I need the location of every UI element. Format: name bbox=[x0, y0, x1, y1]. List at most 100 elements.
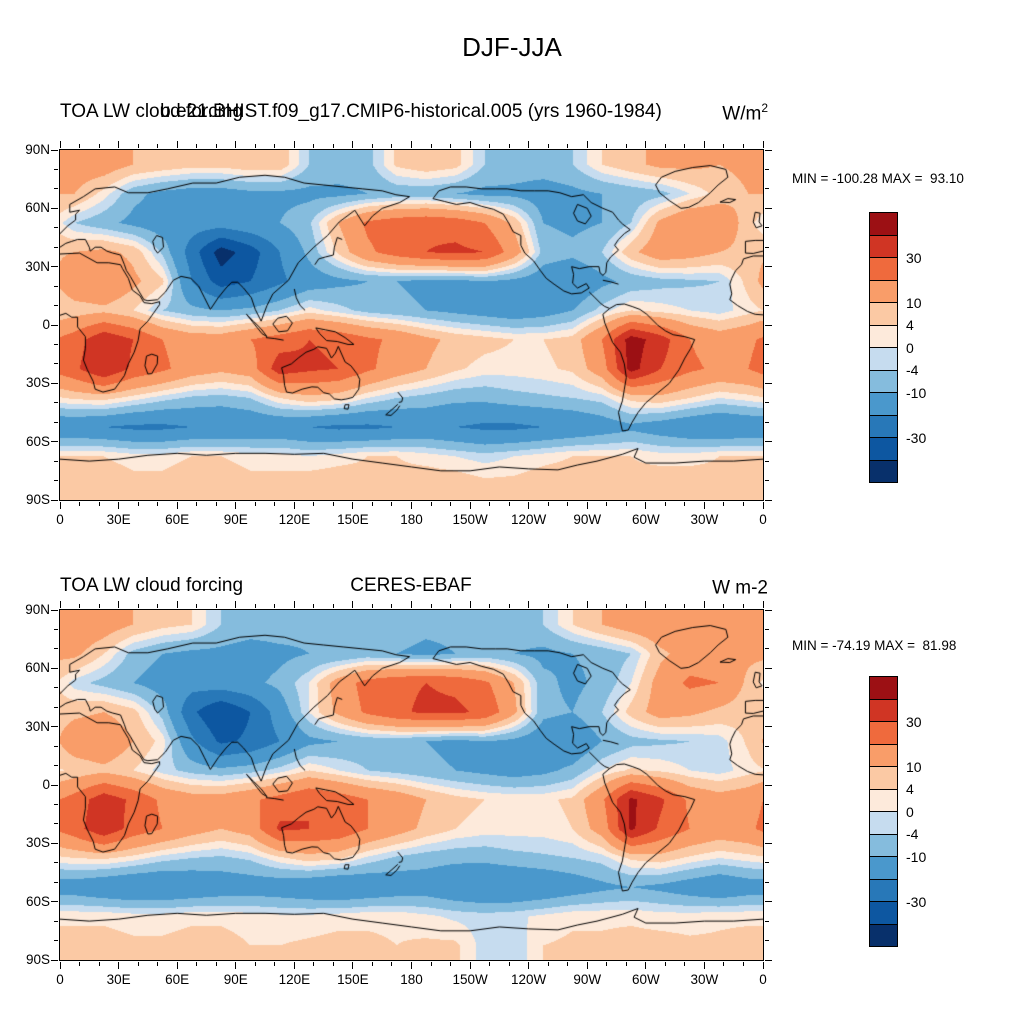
lat-axis-label: 60S bbox=[25, 433, 50, 449]
axis-tick bbox=[54, 188, 58, 190]
axis-tick bbox=[54, 285, 58, 287]
lat-axis-label: 90N bbox=[25, 142, 50, 157]
axis-tick bbox=[765, 609, 772, 611]
axis-tick bbox=[450, 604, 452, 608]
axis-tick bbox=[118, 962, 120, 969]
axis-tick bbox=[762, 962, 764, 969]
colorbar-tick-label: 0 bbox=[906, 339, 914, 356]
lon-axis-label: 30W bbox=[690, 512, 719, 527]
axis-tick bbox=[176, 502, 178, 509]
axis-tick bbox=[371, 604, 373, 608]
colorbar-tick-label: -30 bbox=[906, 429, 927, 446]
lon-axis-label: 60E bbox=[165, 512, 190, 527]
axis-tick bbox=[51, 784, 58, 786]
axis-tick bbox=[98, 962, 100, 966]
axis-tick bbox=[664, 144, 666, 148]
axis-tick bbox=[54, 168, 58, 170]
axis-tick bbox=[625, 962, 627, 966]
axis-tick bbox=[586, 141, 588, 148]
axis-tick bbox=[684, 502, 686, 506]
axis-tick bbox=[664, 962, 666, 966]
axis-tick bbox=[765, 168, 769, 170]
lon-axis-label: 30E bbox=[106, 512, 131, 527]
lon-axis-label: 90E bbox=[223, 512, 248, 527]
axis-tick bbox=[469, 601, 471, 608]
axis-tick bbox=[54, 305, 58, 307]
colorbar-tick-label: 0 bbox=[906, 803, 914, 820]
axis-tick bbox=[137, 604, 139, 608]
colorbar-tick-label: 30 bbox=[906, 713, 922, 730]
lat-axis-label: 60S bbox=[25, 893, 50, 909]
axis-tick bbox=[723, 962, 725, 966]
axis-tick bbox=[703, 962, 705, 969]
panel2-title-center: CERES-EBAF bbox=[350, 575, 472, 596]
axis-tick bbox=[54, 227, 58, 229]
axis-tick bbox=[54, 823, 58, 825]
axis-tick bbox=[586, 962, 588, 969]
axis-tick bbox=[235, 141, 237, 148]
axis-tick bbox=[765, 706, 769, 708]
colorbar-box bbox=[869, 234, 898, 258]
axis-tick bbox=[176, 601, 178, 608]
panel2-colorbar: 30 10 4 0 -4 -10 -30 bbox=[869, 676, 959, 948]
axis-tick bbox=[98, 604, 100, 608]
axis-tick bbox=[489, 962, 491, 966]
axis-tick bbox=[391, 962, 393, 966]
axis-tick bbox=[765, 207, 772, 209]
axis-tick bbox=[332, 502, 334, 506]
axis-tick bbox=[352, 962, 354, 969]
axis-tick bbox=[625, 144, 627, 148]
axis-tick bbox=[54, 765, 58, 767]
axis-tick bbox=[765, 920, 769, 922]
axis-tick bbox=[391, 502, 393, 506]
lon-axis-label: 0 bbox=[759, 972, 767, 987]
axis-tick bbox=[765, 402, 769, 404]
axis-tick bbox=[157, 962, 159, 966]
lon-axis-label: 60W bbox=[631, 972, 660, 987]
axis-tick bbox=[684, 962, 686, 966]
axis-tick bbox=[703, 502, 705, 509]
axis-tick bbox=[528, 601, 530, 608]
axis-tick bbox=[293, 962, 295, 969]
lon-axis-label: 150W bbox=[452, 972, 488, 987]
axis-tick bbox=[54, 343, 58, 345]
axis-tick bbox=[765, 460, 769, 462]
axis-tick bbox=[137, 502, 139, 506]
axis-tick bbox=[586, 601, 588, 608]
axis-tick bbox=[765, 726, 772, 728]
colorbar-box bbox=[869, 369, 898, 393]
colorbar-tick-label: 10 bbox=[906, 294, 922, 311]
axis-tick bbox=[215, 502, 217, 506]
colorbar-box bbox=[869, 347, 898, 371]
axis-tick bbox=[79, 144, 81, 148]
axis-tick bbox=[765, 823, 769, 825]
colorbar-box bbox=[869, 437, 898, 461]
axis-tick bbox=[450, 144, 452, 148]
axis-tick bbox=[508, 604, 510, 608]
axis-tick bbox=[703, 601, 705, 608]
lat-axis-label: 30S bbox=[25, 835, 50, 851]
lon-axis-label: 60E bbox=[165, 972, 190, 987]
axis-tick bbox=[625, 604, 627, 608]
axis-tick bbox=[51, 324, 58, 326]
axis-tick bbox=[371, 962, 373, 966]
axis-tick bbox=[293, 601, 295, 608]
panel1-map-canvas bbox=[60, 150, 763, 500]
lat-axis-label: 30N bbox=[25, 718, 50, 734]
axis-tick bbox=[450, 962, 452, 966]
axis-tick bbox=[489, 502, 491, 506]
axis-tick bbox=[765, 687, 769, 689]
colorbar-box bbox=[869, 302, 898, 326]
axis-tick bbox=[51, 901, 58, 903]
axis-tick bbox=[528, 962, 530, 969]
axis-tick bbox=[606, 502, 608, 506]
axis-tick bbox=[765, 901, 772, 903]
axis-tick bbox=[508, 144, 510, 148]
panel1-minmax: MIN = -100.28 MAX = 93.10 bbox=[792, 171, 964, 186]
axis-tick bbox=[59, 502, 61, 509]
axis-tick bbox=[645, 601, 647, 608]
colorbar-box bbox=[869, 676, 898, 700]
axis-tick bbox=[723, 502, 725, 506]
axis-tick bbox=[293, 141, 295, 148]
lon-axis-label: 0 bbox=[56, 512, 64, 527]
